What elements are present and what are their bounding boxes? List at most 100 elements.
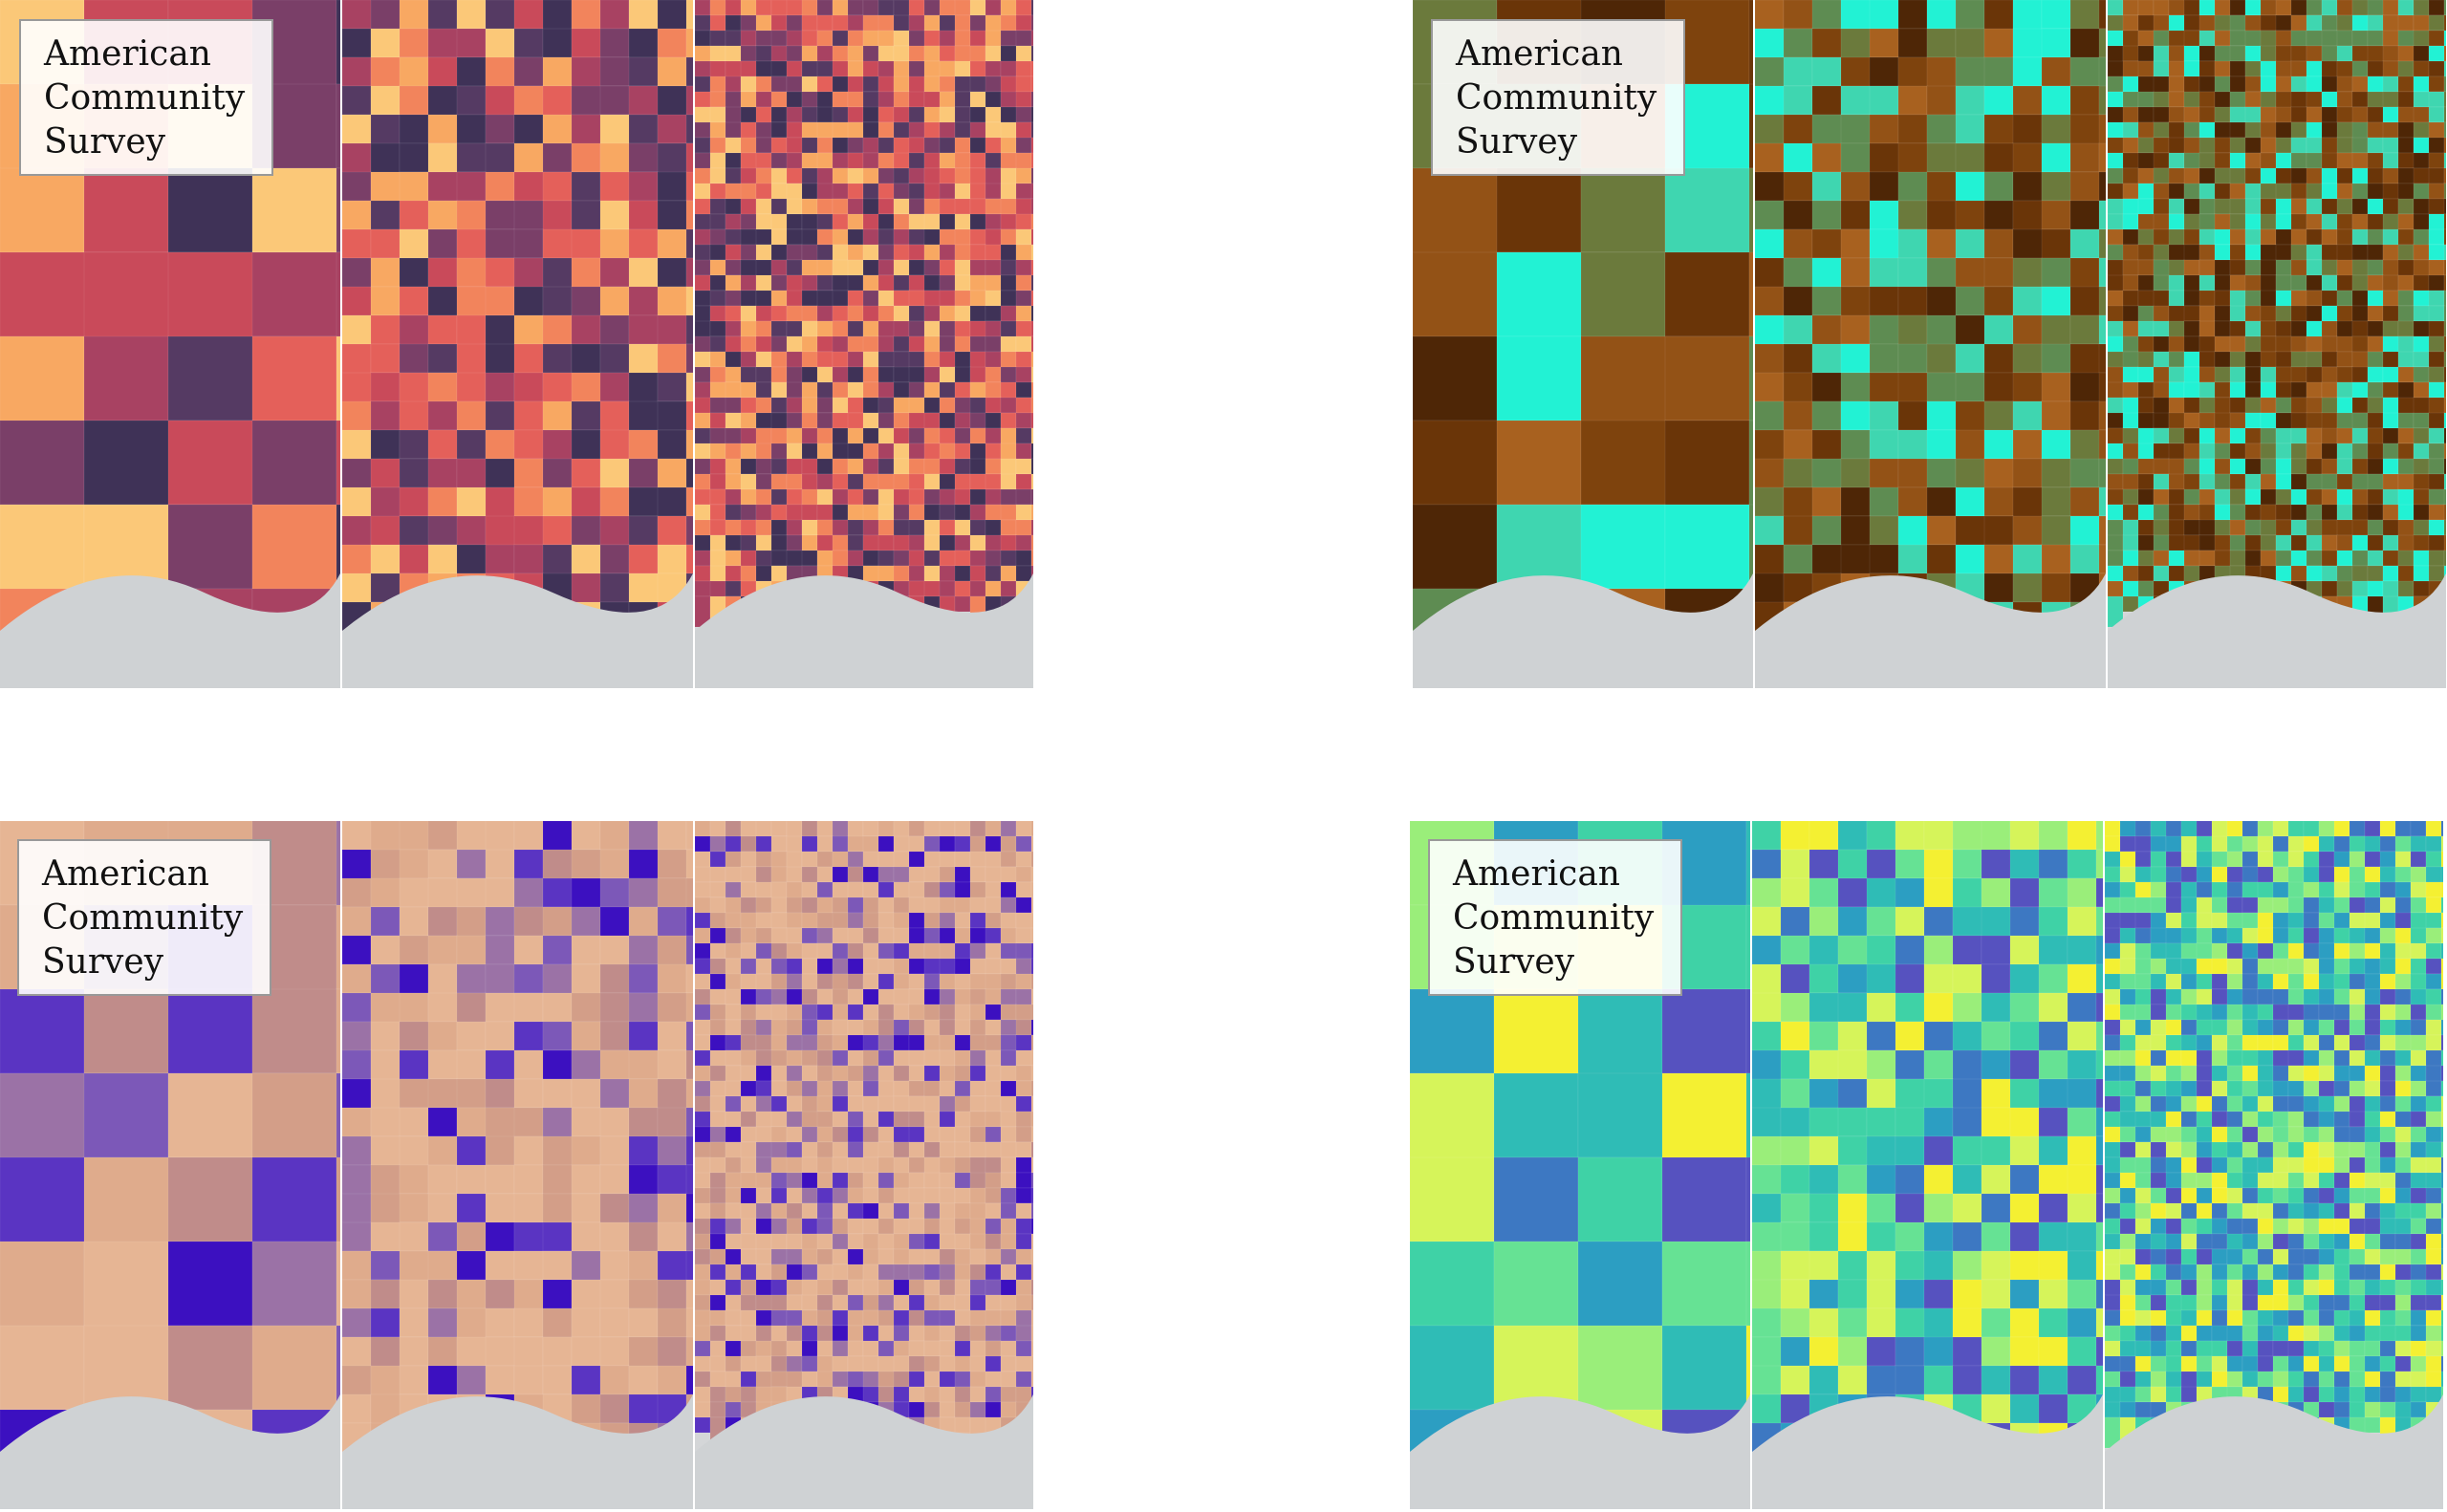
region bbox=[0, 1325, 85, 1411]
region bbox=[969, 137, 986, 154]
region bbox=[832, 1080, 849, 1097]
region bbox=[770, 1355, 788, 1372]
region bbox=[2241, 1202, 2259, 1220]
region bbox=[370, 372, 401, 402]
region bbox=[1030, 1371, 1033, 1388]
region bbox=[1030, 488, 1033, 506]
region bbox=[923, 866, 941, 883]
region bbox=[923, 1371, 941, 1388]
region bbox=[2067, 1279, 2097, 1309]
region bbox=[2095, 1336, 2103, 1367]
region bbox=[83, 167, 169, 253]
region bbox=[954, 1141, 971, 1158]
region bbox=[1030, 60, 1033, 77]
region bbox=[1030, 835, 1033, 868]
region bbox=[1030, 1141, 1033, 1158]
region bbox=[2440, 1034, 2443, 1051]
region bbox=[770, 259, 788, 276]
region bbox=[923, 565, 941, 582]
region bbox=[877, 106, 895, 123]
region bbox=[2038, 992, 2068, 1023]
region bbox=[1755, 486, 1785, 517]
region bbox=[2012, 458, 2043, 488]
region bbox=[2260, 427, 2277, 444]
region bbox=[893, 412, 910, 429]
region bbox=[1952, 963, 1982, 994]
region bbox=[1783, 228, 1813, 259]
region bbox=[2095, 877, 2103, 908]
region bbox=[985, 259, 1002, 276]
region bbox=[1000, 213, 1017, 230]
region bbox=[985, 397, 1002, 414]
region bbox=[1895, 1135, 1925, 1166]
region bbox=[1015, 91, 1032, 108]
region bbox=[2303, 1172, 2320, 1189]
region bbox=[832, 305, 849, 322]
region bbox=[1030, 912, 1033, 944]
region bbox=[2306, 427, 2323, 444]
region bbox=[862, 550, 879, 567]
region bbox=[2290, 335, 2307, 353]
region bbox=[2290, 381, 2307, 399]
region bbox=[513, 821, 544, 851]
region bbox=[2290, 274, 2307, 292]
region bbox=[342, 200, 372, 230]
region bbox=[2275, 30, 2292, 47]
map-panel bbox=[2108, 0, 2446, 688]
region bbox=[2105, 866, 2121, 883]
region bbox=[2397, 504, 2415, 521]
region bbox=[2367, 381, 2384, 399]
region bbox=[2379, 927, 2396, 944]
region bbox=[456, 171, 487, 202]
region bbox=[786, 488, 803, 506]
region bbox=[2168, 76, 2185, 93]
region bbox=[954, 1233, 971, 1250]
region bbox=[847, 0, 864, 16]
region bbox=[908, 1111, 925, 1128]
region bbox=[1030, 973, 1033, 1005]
region bbox=[816, 458, 834, 475]
region bbox=[542, 343, 573, 374]
region bbox=[2134, 1080, 2152, 1097]
region bbox=[985, 1111, 1002, 1128]
region bbox=[2349, 1111, 2366, 1128]
region bbox=[2397, 443, 2415, 460]
region bbox=[2134, 1126, 2152, 1143]
region bbox=[2336, 0, 2353, 16]
region bbox=[2038, 1107, 2068, 1137]
region bbox=[2241, 988, 2259, 1005]
region bbox=[755, 1019, 772, 1036]
region bbox=[1015, 228, 1032, 246]
region bbox=[2069, 142, 2100, 173]
region bbox=[969, 1111, 986, 1128]
region bbox=[786, 912, 803, 929]
region bbox=[685, 515, 693, 546]
region bbox=[685, 1221, 693, 1252]
region bbox=[847, 1080, 864, 1097]
region bbox=[456, 28, 487, 58]
region bbox=[832, 896, 849, 914]
panel-divider bbox=[1753, 0, 1755, 688]
region bbox=[1000, 1187, 1017, 1204]
region bbox=[969, 1187, 986, 1204]
region bbox=[1866, 821, 1896, 851]
region bbox=[2098, 429, 2106, 460]
region bbox=[2226, 821, 2243, 837]
region bbox=[1030, 366, 1033, 383]
region bbox=[2440, 1080, 2443, 1097]
region bbox=[1926, 486, 1957, 517]
region bbox=[513, 1365, 544, 1395]
region bbox=[2351, 137, 2369, 154]
region bbox=[770, 519, 788, 536]
region bbox=[954, 488, 971, 506]
region bbox=[2428, 351, 2445, 368]
region bbox=[2168, 213, 2185, 230]
region bbox=[1030, 1233, 1033, 1265]
region bbox=[786, 1172, 803, 1189]
region bbox=[1030, 1401, 1033, 1418]
region bbox=[2443, 30, 2446, 47]
region bbox=[2095, 1307, 2103, 1338]
region bbox=[770, 305, 788, 322]
region bbox=[2214, 473, 2231, 490]
region bbox=[2413, 76, 2430, 93]
